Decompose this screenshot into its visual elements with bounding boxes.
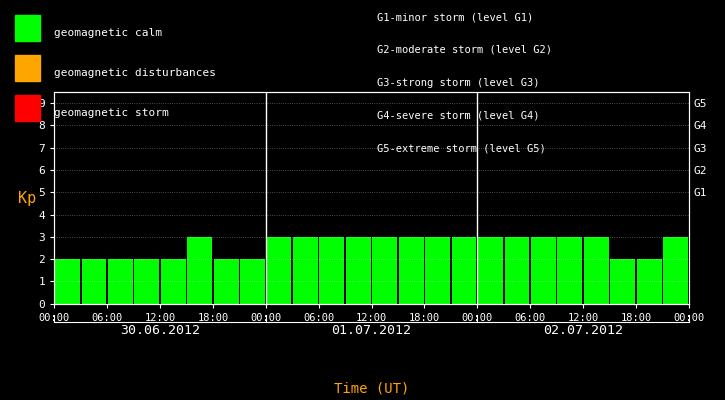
Bar: [346, 237, 370, 304]
Text: G3-strong storm (level G3): G3-strong storm (level G3): [377, 78, 539, 88]
Bar: [689, 237, 714, 304]
Text: G2-moderate storm (level G2): G2-moderate storm (level G2): [377, 45, 552, 55]
Bar: [399, 237, 423, 304]
Text: G5-extreme storm (level G5): G5-extreme storm (level G5): [377, 143, 546, 153]
Bar: [55, 259, 80, 304]
Text: geomagnetic disturbances: geomagnetic disturbances: [54, 68, 216, 78]
Text: geomagnetic storm: geomagnetic storm: [54, 108, 169, 118]
Bar: [214, 259, 239, 304]
Bar: [161, 259, 186, 304]
Y-axis label: Kp: Kp: [18, 190, 36, 206]
Bar: [134, 259, 160, 304]
Bar: [558, 237, 582, 304]
Text: Time (UT): Time (UT): [334, 382, 409, 396]
Text: G4-severe storm (level G4): G4-severe storm (level G4): [377, 110, 539, 120]
Bar: [320, 237, 344, 304]
Text: G1-minor storm (level G1): G1-minor storm (level G1): [377, 12, 534, 22]
Text: 30.06.2012: 30.06.2012: [120, 324, 200, 337]
Text: 02.07.2012: 02.07.2012: [543, 324, 623, 337]
Bar: [267, 237, 291, 304]
Bar: [373, 237, 397, 304]
Bar: [663, 237, 688, 304]
Bar: [240, 259, 265, 304]
Bar: [478, 237, 503, 304]
Text: 01.07.2012: 01.07.2012: [331, 324, 412, 337]
Bar: [452, 237, 476, 304]
Bar: [505, 237, 529, 304]
Bar: [187, 237, 212, 304]
Bar: [610, 259, 635, 304]
Text: geomagnetic calm: geomagnetic calm: [54, 28, 162, 38]
Bar: [82, 259, 107, 304]
Bar: [637, 259, 661, 304]
Bar: [108, 259, 133, 304]
Bar: [531, 237, 556, 304]
Bar: [584, 237, 609, 304]
Bar: [426, 237, 450, 304]
Bar: [293, 237, 318, 304]
